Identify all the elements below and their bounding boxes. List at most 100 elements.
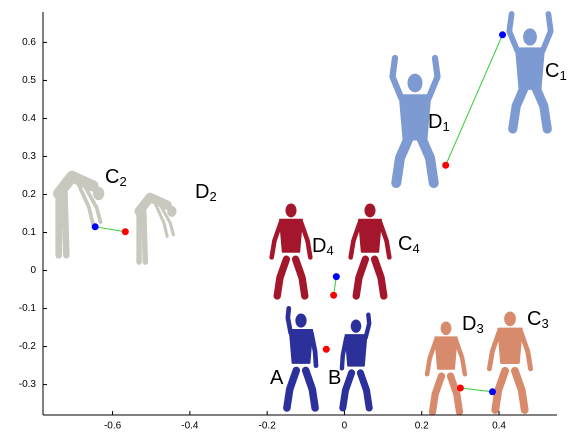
link-line [95, 226, 126, 233]
figures [53, 11, 554, 416]
limb [352, 255, 370, 300]
annotation-index: 4 [326, 243, 333, 258]
annotation-index: 4 [412, 241, 419, 256]
annotation-letter: A [270, 367, 284, 389]
limb [391, 132, 414, 188]
point [322, 345, 330, 353]
limb [370, 255, 388, 300]
point [488, 388, 496, 396]
annotation-letter: D [428, 111, 442, 133]
torso [515, 47, 545, 90]
annotation-index: 1 [559, 68, 566, 83]
torso [344, 334, 368, 367]
y-tick-label: 0.1 [22, 227, 36, 238]
body-figure [339, 312, 373, 412]
limb [269, 220, 284, 260]
y-tick-label: 0 [30, 265, 36, 276]
y-tick-label: 0.3 [22, 151, 36, 162]
head [364, 203, 376, 218]
point [332, 273, 340, 281]
limb [348, 220, 363, 260]
limb [298, 220, 313, 260]
limb [156, 198, 175, 237]
body-figure [486, 311, 534, 414]
torso [358, 218, 382, 253]
body-figure [348, 203, 392, 300]
limb [283, 366, 301, 412]
limb [486, 329, 502, 372]
limb [356, 369, 373, 412]
annotation-index: 2 [119, 174, 126, 189]
y-tick-label: -0.3 [19, 379, 37, 390]
y-tick-label: 0.2 [22, 189, 36, 200]
annotation-index: 3 [541, 316, 548, 331]
head [523, 28, 537, 46]
head [407, 73, 423, 93]
body-figure [269, 203, 313, 300]
head [504, 311, 516, 327]
x-tick-label: -0.6 [104, 421, 122, 432]
body-figure [424, 321, 468, 416]
body-figure [134, 192, 177, 265]
y-tick-label: -0.2 [19, 341, 37, 352]
point [499, 31, 507, 39]
body-figure [389, 54, 441, 188]
annotation: B [328, 367, 341, 389]
annotation: D1 [428, 111, 450, 134]
y-tick-label: 0.4 [22, 113, 36, 124]
y-tick-label: 0.5 [22, 75, 36, 86]
annotation-letter: C [527, 308, 541, 330]
annotation-index: 2 [209, 189, 216, 204]
y-tick-label: 0.6 [22, 37, 36, 48]
annotation-letter: C [105, 166, 119, 188]
annotation-letter: B [328, 367, 341, 389]
limb [425, 54, 441, 102]
point [442, 161, 450, 169]
limb [285, 306, 294, 336]
limb [377, 220, 392, 260]
annotation: C4 [398, 233, 420, 256]
annotation-letter: C [398, 233, 412, 255]
torso [497, 327, 523, 364]
limb [508, 82, 529, 134]
x-tick-label: 0 [342, 421, 348, 432]
annotation-index: 1 [442, 119, 449, 134]
limb [339, 369, 356, 412]
limb [491, 366, 510, 414]
limb [134, 192, 172, 217]
limb [339, 335, 349, 371]
point [456, 384, 464, 392]
annotation-index: 3 [476, 321, 483, 336]
torso [279, 218, 303, 253]
limb [79, 178, 103, 224]
limb [363, 312, 372, 340]
head [350, 319, 362, 333]
limb [308, 330, 319, 369]
limb [151, 197, 169, 238]
annotation: C3 [527, 308, 549, 331]
limb [510, 366, 529, 414]
point [91, 223, 99, 231]
limb [141, 208, 149, 265]
x-tick-label: -0.4 [181, 421, 199, 432]
point [330, 291, 338, 299]
annotation: C1 [545, 60, 567, 83]
y-tick-label: -0.1 [19, 303, 37, 314]
link-line [445, 34, 503, 166]
annotation: D2 [195, 181, 217, 204]
limb [428, 372, 446, 416]
limb [446, 372, 464, 416]
limb [273, 255, 291, 300]
annotation: D3 [462, 313, 484, 336]
annotation: A [270, 367, 284, 389]
limb [453, 337, 468, 377]
x-tick-label: 0.4 [492, 421, 506, 432]
limb [518, 329, 534, 372]
annotation-letter: C [545, 60, 559, 82]
head [295, 313, 307, 328]
torso [288, 329, 314, 364]
link-line [460, 387, 493, 393]
torso [434, 336, 458, 370]
limb [301, 366, 319, 412]
head [440, 321, 452, 336]
